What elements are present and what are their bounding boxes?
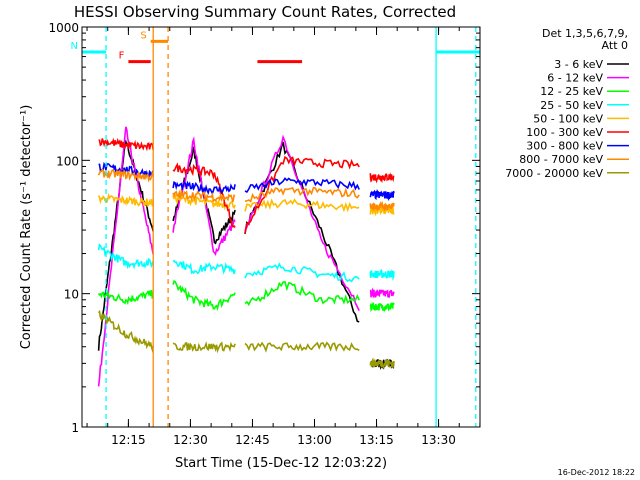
series-line xyxy=(97,167,154,183)
series-line xyxy=(97,309,154,353)
chart-title: HESSI Observing Summary Count Rates, Cor… xyxy=(74,3,456,21)
series-line xyxy=(369,172,395,184)
series-line xyxy=(244,262,360,283)
series-line xyxy=(244,134,360,311)
y-tick-label: 100 xyxy=(56,154,79,168)
series-line xyxy=(244,198,360,213)
legend-item-label: 7000 - 20000 keV xyxy=(505,167,603,180)
footer-date: 16-Dec-2012 18:22 xyxy=(558,468,635,477)
flag-label: N xyxy=(71,41,78,52)
series-line xyxy=(244,177,360,194)
series-line xyxy=(97,192,154,208)
series-line xyxy=(369,302,395,313)
x-tick-label: 13:15 xyxy=(359,433,394,447)
series-line xyxy=(98,137,154,152)
x-axis: 12:15 12:30 12:45 13:00 13:15 13:30 xyxy=(86,27,481,447)
flag-label: S xyxy=(140,30,146,41)
series-line xyxy=(172,259,236,275)
legend-item-label: 50 - 100 keV xyxy=(533,112,603,125)
x-tick-label: 12:30 xyxy=(173,433,208,447)
series-line xyxy=(369,287,395,298)
y-axis: 1 10 100 1000 xyxy=(48,21,480,435)
x-tick-label: 12:45 xyxy=(235,433,270,447)
legend-item-label: 12 - 25 keV xyxy=(540,85,603,98)
legend-item-label: 6 - 12 keV xyxy=(547,72,603,85)
x-tick-label: 12:15 xyxy=(111,433,146,447)
y-tick-label: 1000 xyxy=(48,21,79,35)
series-line xyxy=(244,281,360,307)
series-line xyxy=(172,180,236,196)
plot-area: F N S xyxy=(71,27,480,427)
series-line xyxy=(172,188,236,204)
y-tick-label: 10 xyxy=(64,288,79,302)
y-axis-label: Corrected Count Rate (s⁻¹ detector⁻¹) xyxy=(19,105,34,350)
series-line xyxy=(172,279,236,311)
series-line xyxy=(172,162,236,228)
series-line xyxy=(369,204,395,217)
plot-frame xyxy=(81,26,481,428)
x-tick-label: 13:00 xyxy=(297,433,332,447)
legend-item-label: 3 - 6 keV xyxy=(554,58,603,71)
series-line xyxy=(369,268,395,281)
series-line xyxy=(97,243,154,270)
flag-label: F xyxy=(119,51,125,62)
legend-header-line2: Att 0 xyxy=(602,39,628,52)
legend-item-label: 25 - 50 keV xyxy=(540,99,603,112)
series-line xyxy=(97,126,154,387)
series-line xyxy=(172,341,236,354)
series-line xyxy=(369,188,395,202)
series-line xyxy=(244,341,360,353)
series-line xyxy=(369,357,395,370)
y-tick-label: 1 xyxy=(71,421,79,435)
series-line xyxy=(244,141,360,323)
series-line xyxy=(244,155,360,234)
series-line xyxy=(244,186,360,203)
legend-item-label: 300 - 800 keV xyxy=(526,140,603,153)
legend-item-label: 800 - 7000 keV xyxy=(519,153,603,166)
series-line xyxy=(97,289,154,306)
legend-item-label: 100 - 300 keV xyxy=(526,126,603,139)
x-tick-label: 13:30 xyxy=(421,433,456,447)
x-axis-label: Start Time (15-Dec-12 12:03:22) xyxy=(175,456,387,471)
series-line xyxy=(369,200,395,212)
legend-header-line1: Det 1,3,5,6,7,9, xyxy=(542,27,628,40)
